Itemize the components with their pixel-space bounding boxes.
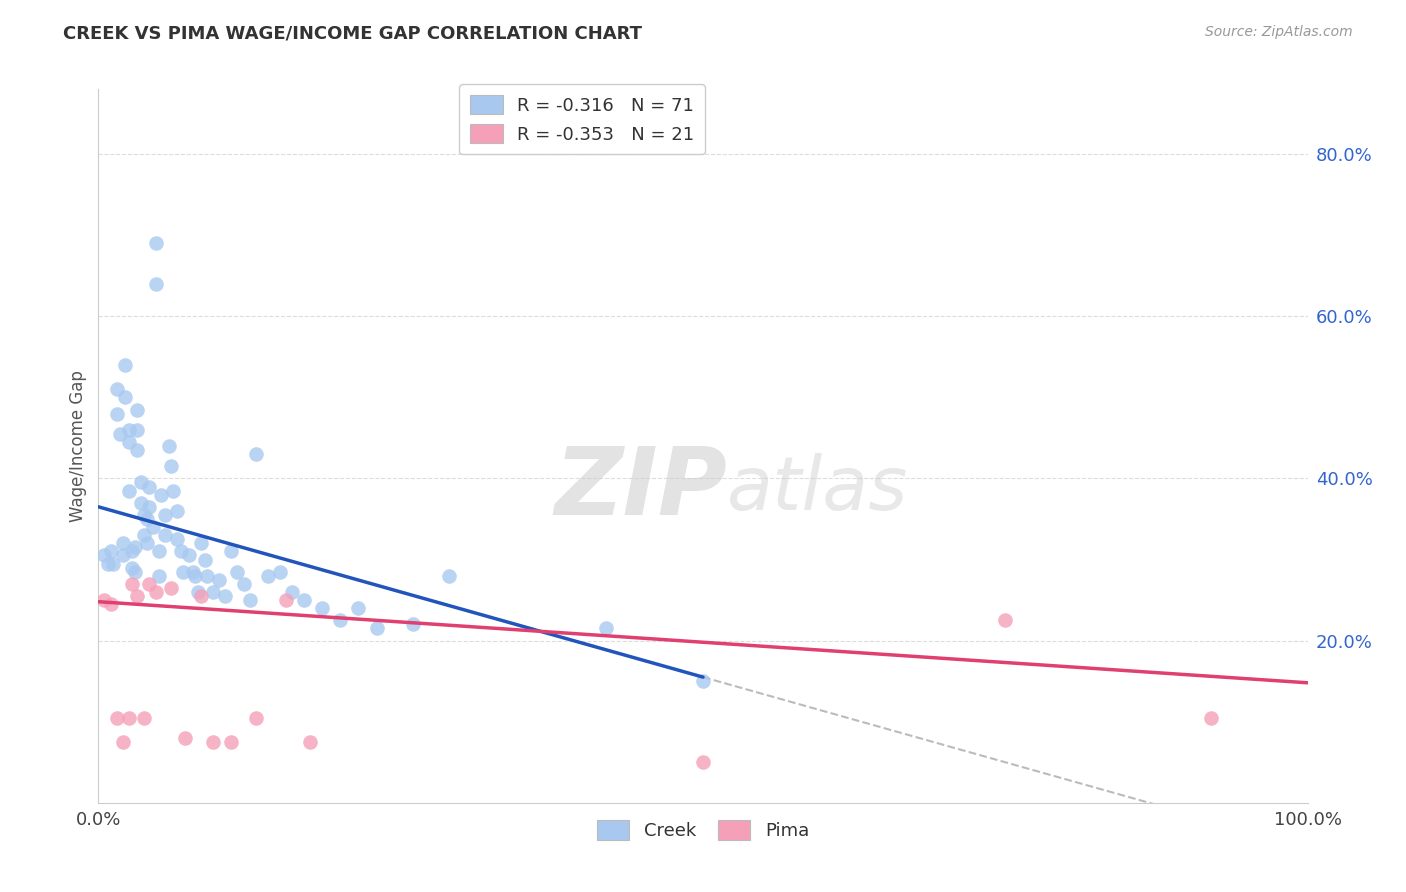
Legend: Creek, Pima: Creek, Pima: [589, 813, 817, 847]
Point: [134, 528, 156, 542]
Point: [114, 390, 136, 404]
Point: [105, 711, 128, 725]
Point: [190, 589, 212, 603]
Point: [181, 565, 204, 579]
Point: [153, 508, 176, 522]
Point: [232, 577, 254, 591]
Point: [105, 382, 128, 396]
Point: [105, 407, 128, 421]
Point: [118, 711, 141, 725]
Point: [134, 508, 156, 522]
Point: [100, 544, 122, 558]
Point: [245, 711, 267, 725]
Point: [692, 674, 714, 689]
Point: [172, 565, 194, 579]
Point: [299, 735, 322, 749]
Point: [111, 536, 134, 550]
Point: [347, 601, 370, 615]
Point: [145, 236, 167, 251]
Point: [148, 568, 170, 582]
Point: [214, 589, 236, 603]
Point: [281, 585, 304, 599]
Point: [129, 496, 152, 510]
Point: [160, 459, 183, 474]
Text: Source: ZipAtlas.com: Source: ZipAtlas.com: [1205, 25, 1353, 39]
Text: CREEK VS PIMA WAGE/INCOME GAP CORRELATION CHART: CREEK VS PIMA WAGE/INCOME GAP CORRELATIO…: [63, 25, 643, 43]
Point: [994, 613, 1017, 627]
Point: [160, 581, 183, 595]
Point: [195, 568, 218, 582]
Point: [402, 617, 425, 632]
Point: [190, 536, 212, 550]
Point: [118, 423, 141, 437]
Point: [166, 533, 188, 547]
Point: [127, 443, 149, 458]
Point: [121, 544, 143, 558]
Point: [138, 577, 160, 591]
Point: [118, 434, 141, 449]
Point: [208, 573, 231, 587]
Text: ZIP: ZIP: [554, 442, 727, 535]
Point: [153, 528, 176, 542]
Point: [162, 483, 184, 498]
Point: [437, 568, 460, 582]
Point: [145, 277, 167, 291]
Point: [150, 488, 173, 502]
Point: [1199, 711, 1222, 725]
Point: [179, 549, 201, 563]
Point: [226, 565, 249, 579]
Point: [97, 557, 120, 571]
Y-axis label: Wage/Income Gap: Wage/Income Gap: [69, 370, 87, 522]
Point: [157, 439, 180, 453]
Point: [124, 541, 146, 555]
Point: [148, 544, 170, 558]
Point: [194, 552, 217, 566]
Point: [93, 593, 115, 607]
Point: [269, 565, 291, 579]
Point: [366, 622, 388, 636]
Point: [135, 536, 157, 550]
Point: [202, 735, 225, 749]
Point: [111, 549, 134, 563]
Point: [169, 544, 191, 558]
Point: [274, 593, 297, 607]
Point: [134, 711, 156, 725]
Point: [118, 483, 141, 498]
Point: [135, 512, 157, 526]
Point: [111, 735, 134, 749]
Point: [114, 358, 136, 372]
Point: [108, 426, 131, 441]
Point: [138, 500, 160, 514]
Point: [121, 577, 143, 591]
Point: [127, 423, 149, 437]
Point: [329, 613, 352, 627]
Point: [127, 589, 149, 603]
Point: [101, 557, 124, 571]
Point: [142, 520, 165, 534]
Point: [121, 560, 143, 574]
Point: [127, 402, 149, 417]
Point: [129, 475, 152, 490]
Point: [187, 585, 209, 599]
Point: [174, 731, 197, 745]
Point: [221, 735, 243, 749]
Point: [221, 544, 243, 558]
Point: [93, 549, 115, 563]
Point: [145, 585, 167, 599]
Point: [202, 585, 225, 599]
Point: [245, 447, 267, 461]
Point: [692, 756, 714, 770]
Point: [292, 593, 315, 607]
Point: [311, 601, 333, 615]
Point: [100, 597, 122, 611]
Point: [124, 565, 146, 579]
Point: [138, 479, 160, 493]
Text: atlas: atlas: [727, 453, 908, 524]
Point: [595, 622, 617, 636]
Point: [256, 568, 278, 582]
Point: [166, 504, 188, 518]
Point: [184, 568, 207, 582]
Point: [239, 593, 262, 607]
